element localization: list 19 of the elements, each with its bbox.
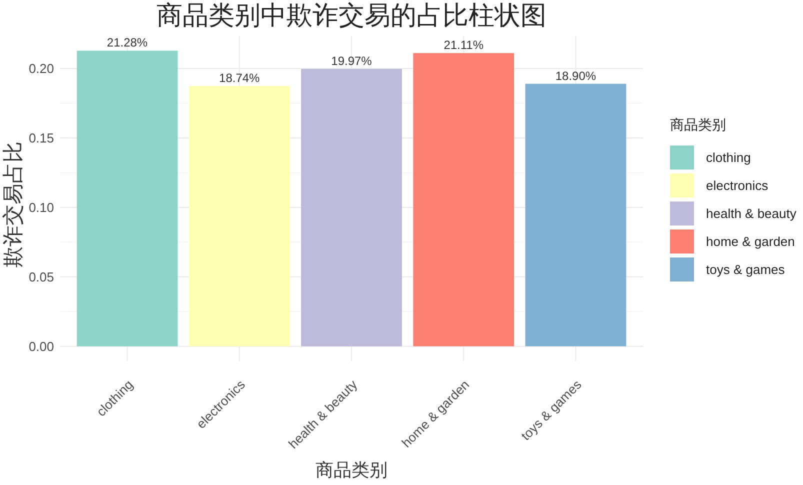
data-label: 21.11%: [444, 38, 484, 52]
legend-label: home & garden: [706, 234, 795, 249]
y-tick-label: 0.20: [28, 61, 54, 76]
y-tick-label: 0.05: [28, 269, 54, 284]
y-tick-label: 0.10: [28, 200, 54, 215]
data-label: 18.74%: [219, 71, 260, 85]
legend-label: clothing: [706, 150, 751, 165]
data-label: 19.97%: [331, 54, 372, 68]
data-label: 18.90%: [555, 68, 596, 83]
legend-label: health & beauty: [706, 206, 797, 221]
legend-label: toys & games: [706, 262, 786, 277]
y-tick-label: 0.00: [28, 338, 54, 354]
x-axis-title: 商品类别: [316, 460, 388, 480]
y-tick-label: 0.15: [28, 130, 54, 146]
legend-title: 商品类别: [670, 116, 726, 132]
legend-label: electronics: [706, 178, 769, 193]
y-axis-title: 欺诈交易占比: [1, 142, 25, 268]
chart-title: 商品类别中欺诈交易的占比柱状图: [156, 1, 546, 30]
data-label: 21.28%: [106, 36, 148, 50]
